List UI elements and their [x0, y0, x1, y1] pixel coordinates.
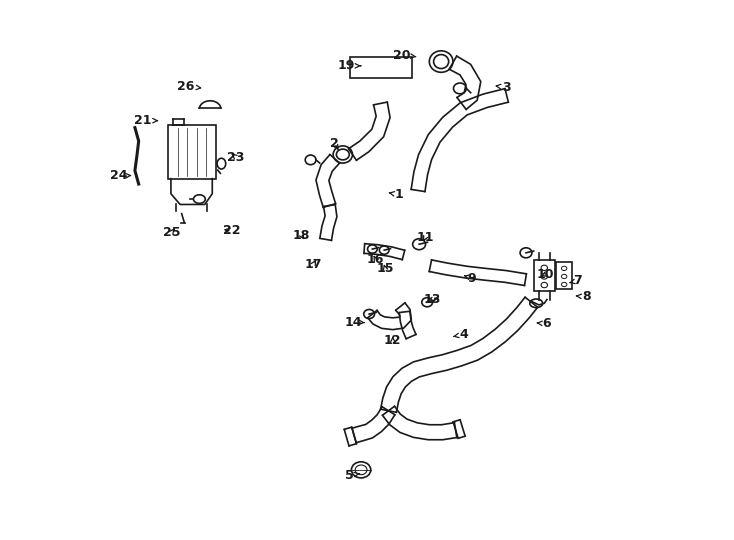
Text: 17: 17: [305, 258, 322, 271]
Text: 1: 1: [389, 188, 404, 201]
Text: 6: 6: [537, 317, 551, 330]
Text: 3: 3: [496, 81, 511, 94]
Text: 22: 22: [223, 224, 240, 237]
Bar: [556, 262, 573, 289]
Bar: [168, 125, 216, 179]
Text: 14: 14: [344, 315, 365, 329]
Text: 15: 15: [377, 262, 394, 275]
Text: 26: 26: [177, 80, 200, 93]
Text: 13: 13: [424, 293, 441, 306]
Text: 21: 21: [134, 114, 158, 127]
Text: 4: 4: [454, 328, 468, 341]
Text: 25: 25: [163, 226, 181, 239]
Bar: [534, 260, 555, 292]
Text: 18: 18: [293, 228, 310, 241]
Text: 11: 11: [416, 231, 434, 244]
Text: 24: 24: [110, 170, 131, 183]
Text: 2: 2: [330, 137, 339, 150]
Text: 8: 8: [576, 291, 590, 303]
Text: 12: 12: [384, 334, 401, 347]
Text: 19: 19: [338, 59, 361, 72]
Text: 7: 7: [570, 274, 582, 287]
Text: 10: 10: [537, 268, 554, 281]
Text: 23: 23: [228, 151, 244, 164]
Text: 16: 16: [367, 253, 385, 266]
Text: 20: 20: [393, 49, 415, 62]
Text: 9: 9: [465, 272, 476, 285]
Text: 5: 5: [346, 469, 360, 482]
Bar: [350, 57, 412, 78]
